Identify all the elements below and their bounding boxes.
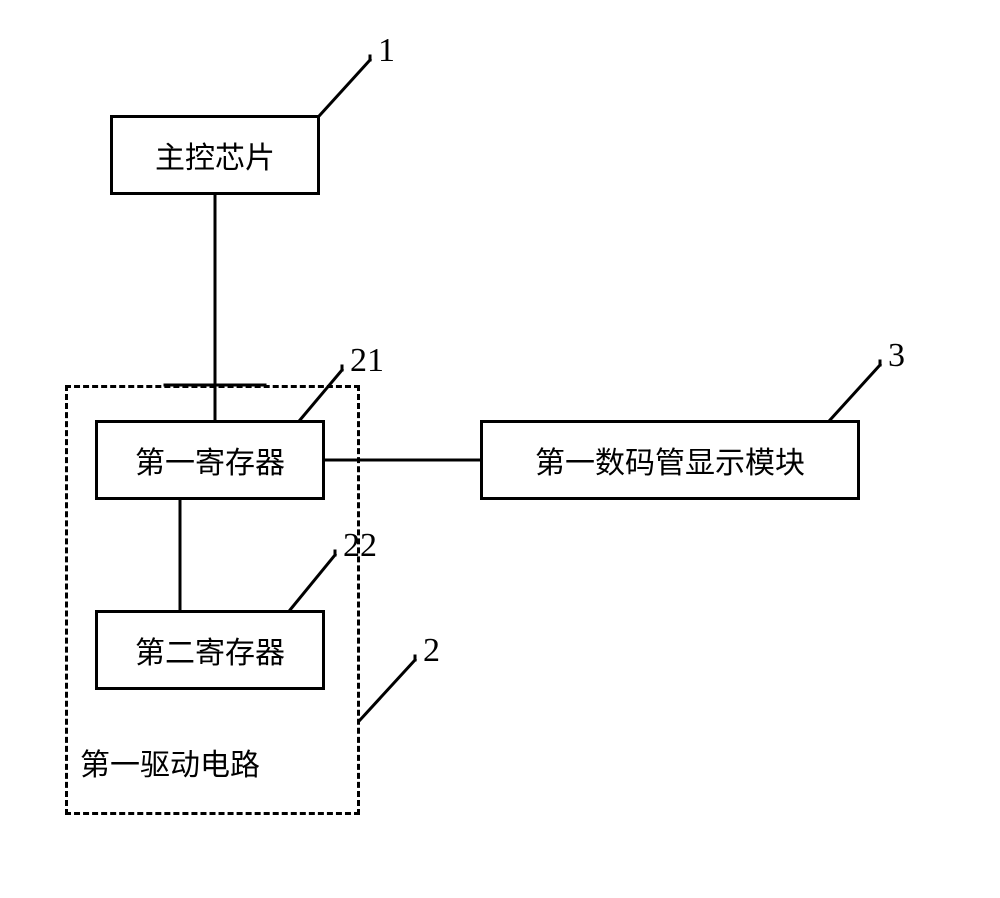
main-chip-box: 主控芯片 (110, 115, 320, 195)
register1-label: 第一寄存器 (135, 438, 285, 482)
display-module-box: 第一数码管显示模块 (480, 420, 860, 500)
display-module-label: 第一数码管显示模块 (535, 438, 805, 482)
diagram-canvas: 主控芯片 第一寄存器 第二寄存器 第一数码管显示模块 第一驱动电路 1 21 2… (0, 0, 1000, 898)
register2-label: 第二寄存器 (135, 628, 285, 672)
driver-circuit-label: 第一驱动电路 (80, 740, 260, 784)
ref-1: 1 (378, 32, 395, 70)
ref-3: 3 (888, 337, 905, 375)
ref-22: 22 (343, 527, 377, 565)
ref-2: 2 (423, 632, 440, 670)
register1-box: 第一寄存器 (95, 420, 325, 500)
ref-21: 21 (350, 342, 384, 380)
main-chip-label: 主控芯片 (155, 133, 275, 177)
register2-box: 第二寄存器 (95, 610, 325, 690)
